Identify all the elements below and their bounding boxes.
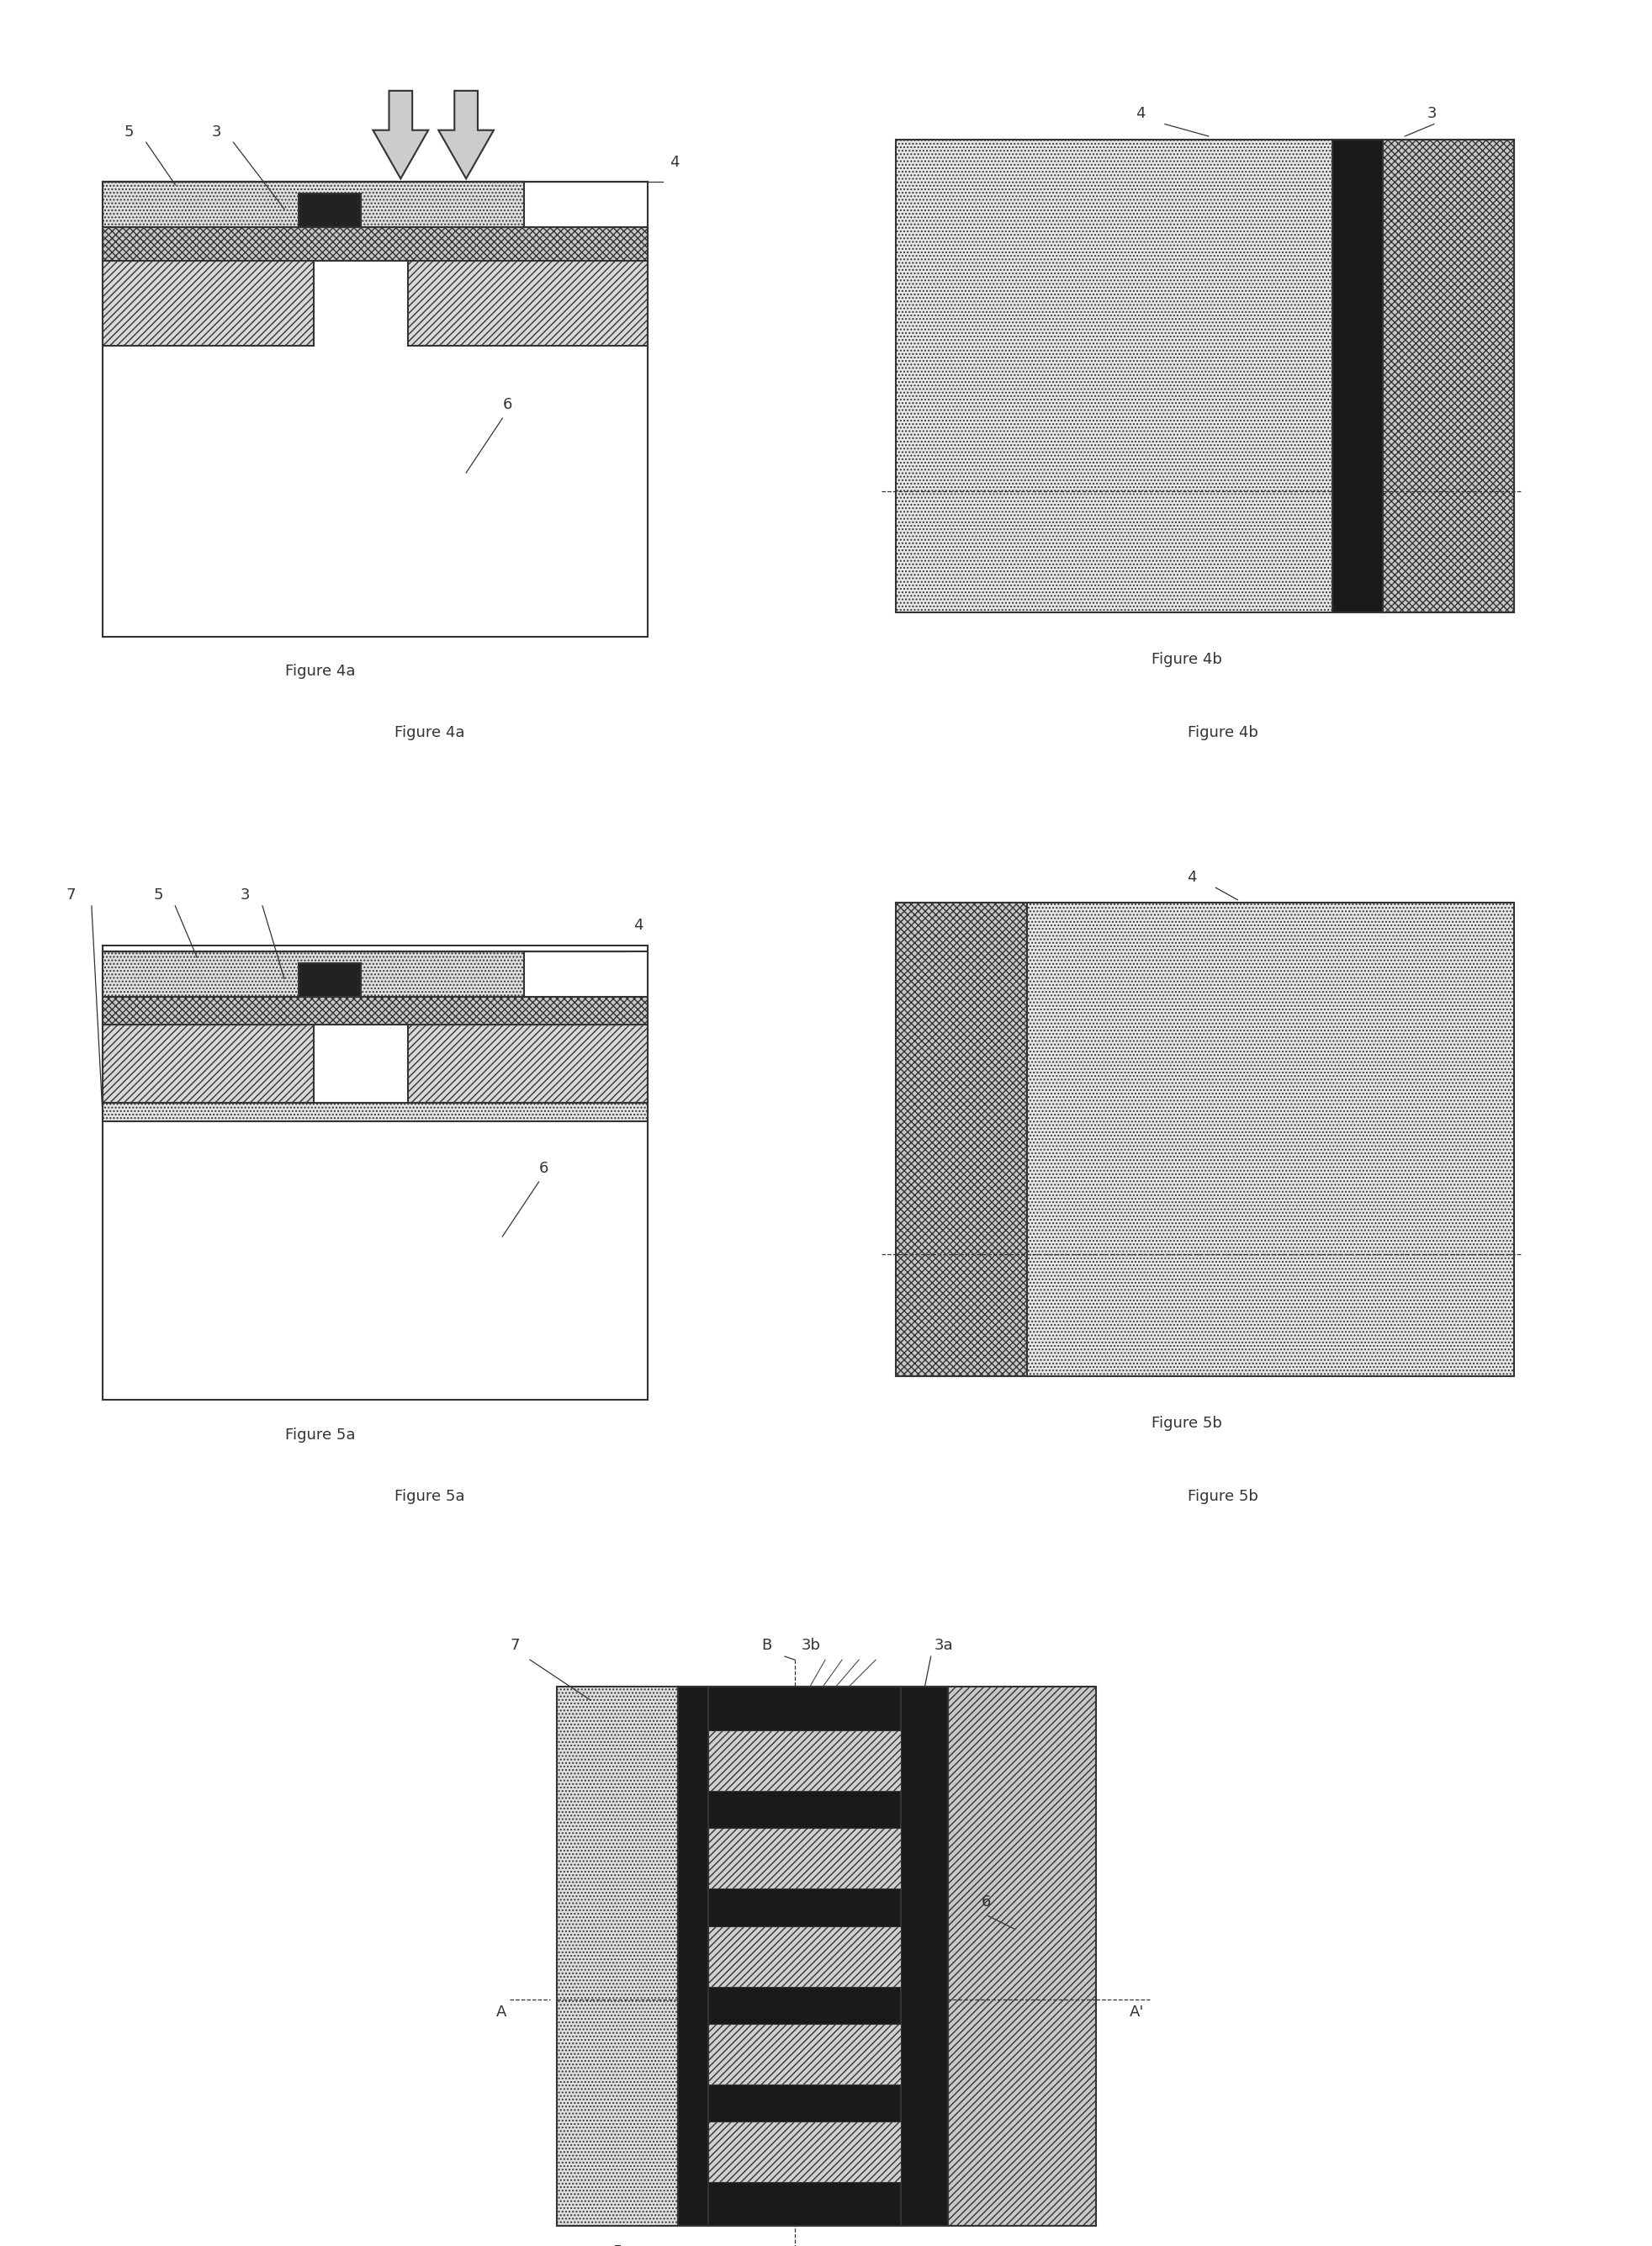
Bar <box>102 952 524 997</box>
Text: 4: 4 <box>633 919 643 934</box>
Text: Figure 5b: Figure 5b <box>1188 1489 1257 1505</box>
Bar <box>102 1024 314 1103</box>
Text: 5: 5 <box>124 124 134 139</box>
Bar <box>102 946 648 1399</box>
Bar <box>299 193 360 227</box>
Bar <box>709 1732 900 1792</box>
Text: Figure 5a: Figure 5a <box>286 1428 355 1442</box>
Text: 7: 7 <box>66 887 76 903</box>
Text: Figure 5b: Figure 5b <box>1151 1415 1221 1431</box>
Text: 4: 4 <box>1186 869 1196 885</box>
Bar <box>408 261 648 346</box>
Bar <box>895 139 1513 613</box>
Bar <box>677 1687 947 2226</box>
Bar <box>102 1103 648 1121</box>
Polygon shape <box>373 90 428 180</box>
Text: 3a: 3a <box>933 1637 953 1653</box>
Bar <box>102 261 314 346</box>
Text: 6: 6 <box>502 398 512 413</box>
Bar <box>1332 139 1383 613</box>
Text: 3b: 3b <box>801 1637 821 1653</box>
Polygon shape <box>438 90 494 180</box>
Text: 7: 7 <box>509 1637 519 1653</box>
Bar <box>1026 903 1513 1377</box>
Text: 3: 3 <box>241 887 249 903</box>
Bar <box>709 2122 900 2183</box>
Bar <box>895 903 1026 1377</box>
Bar <box>102 182 524 227</box>
Text: Figure 4b: Figure 4b <box>1151 651 1221 667</box>
Bar <box>900 1687 947 2226</box>
Bar <box>102 227 648 261</box>
Bar <box>408 1024 648 1103</box>
Text: Figure 4a: Figure 4a <box>395 725 464 741</box>
Text: 6: 6 <box>981 1893 991 1909</box>
Text: Figure 4a: Figure 4a <box>286 665 355 678</box>
Text: 3: 3 <box>211 124 221 139</box>
Bar <box>709 1828 900 1889</box>
Text: 6: 6 <box>539 1161 548 1177</box>
Text: Figure 5a: Figure 5a <box>395 1489 464 1505</box>
Bar <box>1383 139 1513 613</box>
Text: A: A <box>496 2003 507 2019</box>
Bar <box>709 2024 900 2084</box>
Bar <box>102 997 648 1024</box>
Bar <box>709 1687 900 2226</box>
Bar <box>709 1927 900 1988</box>
Text: 4: 4 <box>1135 106 1145 121</box>
Bar <box>947 1687 1095 2226</box>
Text: A': A' <box>1128 2003 1143 2019</box>
Text: 5: 5 <box>154 887 164 903</box>
Text: 3: 3 <box>1426 106 1436 121</box>
Bar <box>557 1687 677 2226</box>
Text: 4: 4 <box>669 155 679 171</box>
Text: B: B <box>762 1637 771 1653</box>
Text: Figure 4b: Figure 4b <box>1188 725 1257 741</box>
Bar <box>299 964 360 997</box>
Bar <box>102 182 648 636</box>
Bar <box>677 1687 709 2226</box>
